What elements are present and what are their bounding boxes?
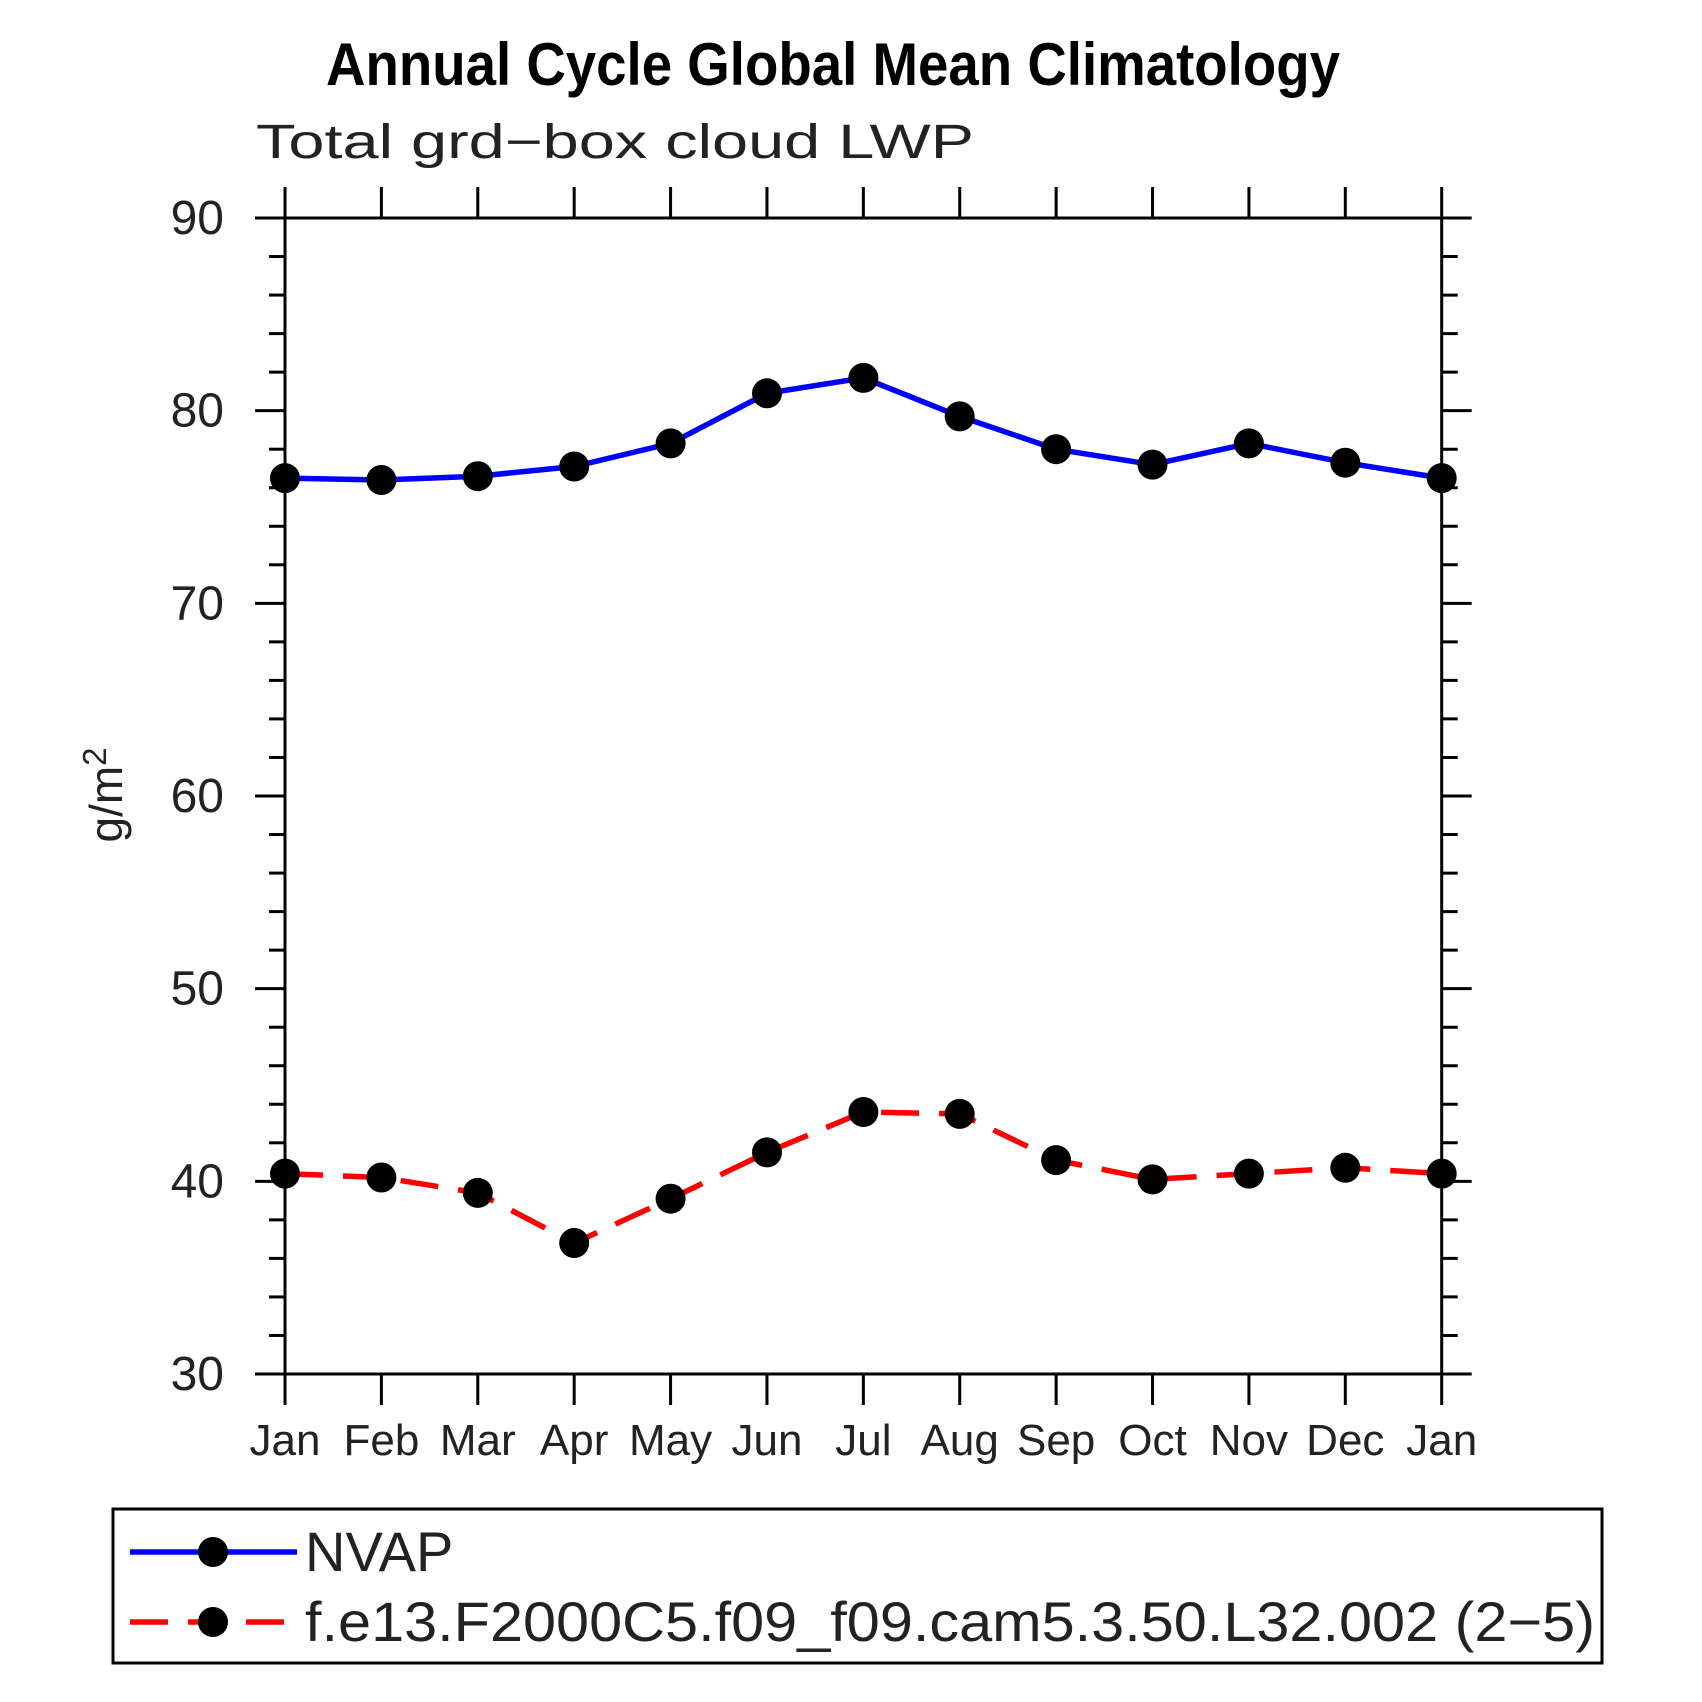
- data-point-model: [270, 1158, 300, 1189]
- series-line-model: [284, 1109, 1442, 1247]
- data-point-nvap: [1233, 428, 1264, 459]
- y-axis-label-base: g/m: [80, 766, 132, 843]
- data-point-model: [1330, 1152, 1361, 1183]
- data-point-model: [655, 1183, 686, 1214]
- y-tick-label: 60: [171, 770, 224, 823]
- data-point-model: [848, 1097, 879, 1127]
- x-tick-label: Mar: [440, 1416, 516, 1465]
- legend-label-nvap: NVAP: [305, 1520, 453, 1583]
- data-point-nvap: [366, 465, 397, 495]
- y-tick-label: 70: [171, 577, 224, 630]
- data-point-nvap: [752, 378, 782, 409]
- x-tick-label: Dec: [1306, 1416, 1384, 1465]
- legend-box: [111, 1507, 1604, 1665]
- data-point-model: [1041, 1145, 1072, 1176]
- x-tick-label: Oct: [1118, 1416, 1186, 1465]
- plot-area: Jan Feb Mar Apr May Jun Jul Aug Sep Oct Nov Dec Jan 3…: [171, 187, 1477, 1465]
- data-point-model: [1233, 1158, 1264, 1189]
- data-point-nvap: [944, 401, 975, 432]
- data-point-nvap: [1137, 449, 1168, 480]
- chart-title: Annual Cycle Global Mean Climatology: [326, 31, 1341, 98]
- x-tick-label: Feb: [343, 1416, 419, 1465]
- data-point-nvap: [848, 362, 879, 393]
- data-point-model: [752, 1137, 782, 1168]
- data-point-nvap: [1041, 434, 1072, 465]
- y-tick-label: 90: [171, 192, 224, 245]
- x-tick-label: Apr: [540, 1416, 608, 1465]
- data-point-nvap: [559, 451, 590, 482]
- data-point-model: [1137, 1164, 1168, 1195]
- data-point-nvap: [1426, 463, 1457, 494]
- x-tick-label: Jul: [835, 1416, 891, 1465]
- y-axis-label-exponent: 2: [76, 747, 113, 765]
- legend-marker-nvap-icon: [198, 1537, 228, 1567]
- y-axis-label: g/m2: [76, 747, 132, 842]
- x-tick-label: Sep: [1017, 1416, 1095, 1465]
- y-tick-label: 80: [171, 385, 224, 438]
- data-point-model: [559, 1228, 590, 1258]
- y-tick-label: 50: [171, 963, 224, 1016]
- y-tick-label: 30: [171, 1348, 224, 1401]
- x-tick-label: Jun: [731, 1416, 802, 1465]
- x-tick-label: Nov: [1210, 1416, 1288, 1465]
- legend-label-model: f.e13.F2000C5.f09_f09.cam5.3.50.L32.002 …: [305, 1590, 1595, 1653]
- legend: NVAP f.e13.F2000C5.f09_f09.cam5.3.50.L32…: [111, 1507, 1604, 1665]
- x-tick-label: May: [629, 1416, 712, 1465]
- data-point-nvap: [655, 428, 686, 459]
- data-point-model: [366, 1162, 397, 1193]
- legend-marker-model-icon: [198, 1607, 228, 1637]
- chart-subtitle: Total grd−box cloud LWP: [256, 116, 974, 169]
- data-point-model: [944, 1098, 975, 1129]
- data-point-model: [462, 1177, 493, 1208]
- data-point-nvap: [462, 461, 493, 492]
- data-point-nvap: [270, 463, 300, 494]
- x-tick-label: Jan: [1406, 1416, 1477, 1465]
- x-tick-label: Jan: [250, 1416, 321, 1465]
- data-point-model: [1426, 1158, 1457, 1189]
- data-point-nvap: [1330, 447, 1361, 478]
- x-tick-label: Aug: [921, 1416, 999, 1465]
- series-line-nvap: [284, 375, 1443, 483]
- y-tick-label: 40: [171, 1155, 224, 1208]
